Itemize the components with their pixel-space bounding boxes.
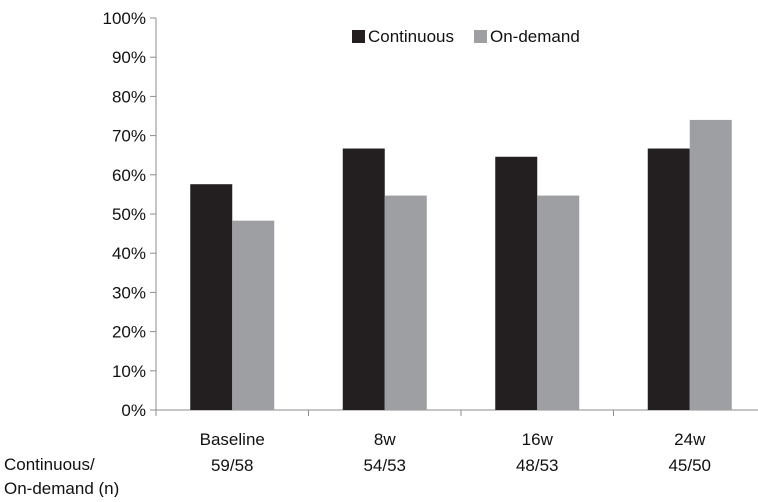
y-tick-label: 30% <box>112 283 146 302</box>
x-count-label: 59/58 <box>211 456 254 475</box>
y-tick-label: 20% <box>112 323 146 342</box>
legend-label-on-demand: On-demand <box>490 27 580 46</box>
legend-swatch-continuous <box>352 30 365 43</box>
sample-size-row-label: Continuous/On-demand (n) <box>4 455 119 498</box>
y-tick-label: 10% <box>112 362 146 381</box>
bar-on-demand-24w <box>689 119 732 411</box>
y-tick-label: 0% <box>121 401 146 420</box>
x-category-label: Baseline <box>200 430 265 449</box>
y-tick-label: 70% <box>112 127 146 146</box>
bar-continuous-8w <box>342 148 385 410</box>
bar-continuous-24w <box>647 148 690 410</box>
legend-label-continuous: Continuous <box>368 27 454 46</box>
x-category-label: 16w <box>522 430 554 449</box>
x-axis-labels: Baseline 59/58 8w 54/53 16w 48/53 24w 45/50 <box>200 430 711 475</box>
x-count-label: 54/53 <box>363 456 406 475</box>
bar-on-demand-16w <box>537 195 580 410</box>
bars <box>190 119 732 411</box>
y-tick-label: 100% <box>103 9 146 28</box>
y-tick-label: 50% <box>112 205 146 224</box>
row-label-line: On-demand (n) <box>4 479 119 497</box>
bar-on-demand-8w <box>384 195 427 410</box>
y-tick-label: 90% <box>112 48 146 67</box>
bar-on-demand-baseline <box>232 220 275 410</box>
bar-continuous-baseline <box>190 184 233 410</box>
y-tick-label: 60% <box>112 166 146 185</box>
bar-continuous-16w <box>495 156 538 410</box>
legend: Continuous On-demand <box>352 27 580 46</box>
y-axis-ticks: 0% 10% 20% 30% 40% 50% 60% 70% 80% 90% 100% <box>103 9 156 420</box>
y-tick-label: 40% <box>112 244 146 263</box>
legend-swatch-on-demand <box>474 30 487 43</box>
row-label-line: Continuous/ <box>4 455 95 474</box>
x-count-label: 48/53 <box>516 456 559 475</box>
x-count-label: 45/50 <box>668 456 711 475</box>
x-category-label: 8w <box>374 430 396 449</box>
y-tick-label: 80% <box>112 87 146 106</box>
x-category-label: 24w <box>674 430 706 449</box>
